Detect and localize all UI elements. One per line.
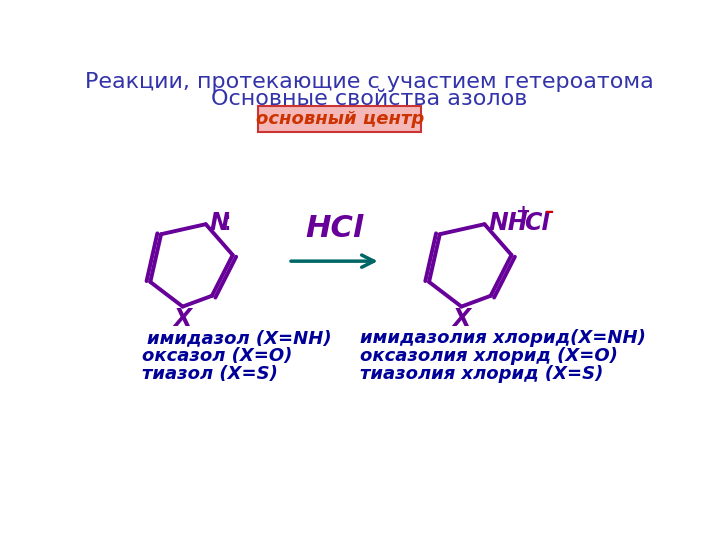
Text: Реакции, протекающие с участием гетероатома: Реакции, протекающие с участием гетероат… bbox=[85, 72, 653, 92]
Text: NH: NH bbox=[488, 211, 528, 235]
Text: X: X bbox=[452, 307, 471, 331]
Text: +: + bbox=[516, 203, 531, 221]
Text: тиазол (X=S): тиазол (X=S) bbox=[142, 364, 278, 382]
Text: Cl: Cl bbox=[525, 211, 550, 235]
Text: HCl: HCl bbox=[305, 214, 364, 244]
Text: тиазолия хлорид (X=S): тиазолия хлорид (X=S) bbox=[360, 364, 603, 382]
Text: –: – bbox=[544, 203, 554, 221]
Text: имидазолия хлорид(X=NH): имидазолия хлорид(X=NH) bbox=[360, 329, 646, 347]
FancyBboxPatch shape bbox=[258, 106, 421, 132]
Text: Основные свойства азолов: Основные свойства азолов bbox=[211, 89, 527, 109]
Text: X: X bbox=[174, 307, 192, 331]
Text: оксазол (X=O): оксазол (X=O) bbox=[142, 347, 292, 365]
Text: оксазолия хлорид (X=O): оксазолия хлорид (X=O) bbox=[360, 347, 618, 365]
Text: имидазол (X=NH): имидазол (X=NH) bbox=[148, 329, 332, 347]
Text: основный центр: основный центр bbox=[256, 110, 424, 127]
Text: N: N bbox=[210, 211, 230, 235]
Text: :: : bbox=[222, 208, 232, 236]
